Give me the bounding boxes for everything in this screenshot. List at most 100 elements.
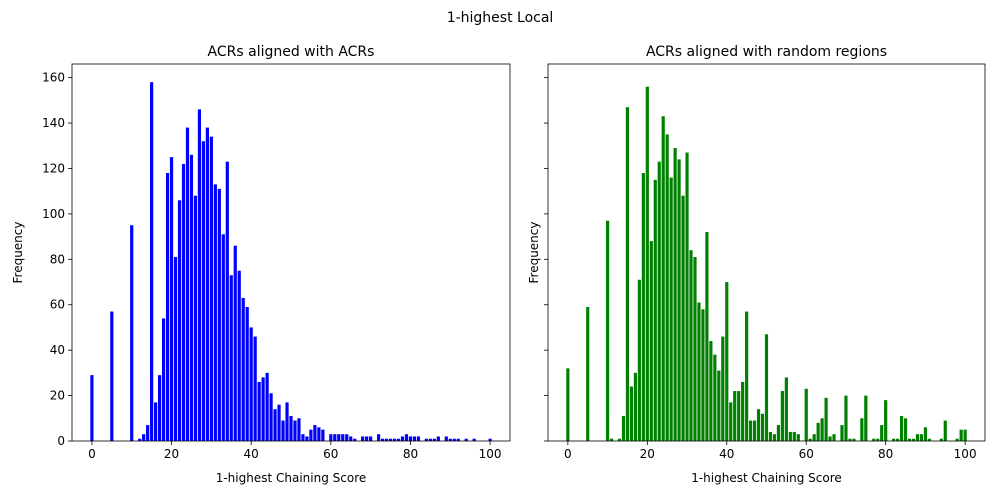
bar — [380, 438, 385, 441]
bar — [633, 372, 637, 441]
bar — [884, 400, 888, 441]
y-tick-label: 40 — [50, 343, 65, 357]
y-tick-label: 60 — [50, 298, 65, 312]
bar — [776, 425, 781, 441]
x-tick-label: 60 — [323, 447, 338, 461]
bar — [840, 425, 844, 441]
bar — [915, 434, 920, 441]
bar — [138, 438, 142, 441]
bar — [792, 431, 796, 441]
x-tick-label: 100 — [954, 447, 977, 461]
bar — [384, 438, 389, 441]
bar — [653, 179, 657, 441]
bar — [689, 250, 693, 441]
bar — [261, 377, 265, 441]
bar — [396, 438, 401, 441]
bar — [812, 434, 816, 441]
bar — [617, 438, 622, 441]
bar — [760, 413, 765, 441]
bar — [860, 418, 864, 441]
bar — [400, 436, 405, 441]
bar — [586, 307, 590, 441]
bar — [161, 318, 166, 441]
bar — [896, 438, 900, 441]
bar — [673, 148, 677, 441]
bar — [681, 195, 685, 441]
bar — [412, 436, 417, 441]
bar — [245, 307, 249, 441]
bar — [911, 438, 916, 441]
x-tick-label: 20 — [164, 447, 179, 461]
bar — [361, 436, 365, 441]
bar — [345, 434, 349, 441]
bar — [713, 354, 717, 441]
bar — [273, 409, 277, 441]
bar — [685, 152, 689, 441]
y-tick-label: 100 — [42, 207, 65, 221]
bar — [110, 311, 114, 441]
bar — [229, 275, 233, 441]
bar — [625, 107, 630, 442]
bar — [205, 127, 209, 441]
bar — [297, 418, 301, 441]
bar — [333, 434, 337, 441]
right-chart: 0 20 40 60 80 100 ACRs aligned with random reg… — [527, 44, 986, 485]
bar — [629, 386, 634, 441]
bar — [165, 173, 170, 441]
x-tick-label: 20 — [640, 447, 655, 461]
bar — [892, 438, 896, 441]
bar — [169, 157, 174, 442]
bar — [197, 109, 202, 442]
bar — [733, 391, 737, 441]
bar — [677, 159, 681, 441]
y-axis-label: Frequency — [527, 222, 541, 284]
bar — [752, 420, 757, 441]
bar — [253, 336, 257, 441]
bar — [90, 375, 94, 441]
bar — [142, 434, 146, 441]
bar — [844, 395, 848, 441]
y-tick-label: 140 — [42, 116, 65, 130]
axes-frame — [71, 63, 511, 442]
bar — [955, 438, 959, 441]
y-tick-label: 120 — [42, 161, 65, 175]
bar — [697, 302, 701, 441]
bar — [693, 257, 697, 441]
bar — [217, 188, 221, 441]
bar — [349, 436, 353, 441]
bar — [321, 429, 325, 441]
bar — [436, 436, 440, 441]
axes-frame — [547, 63, 986, 442]
left-chart: 0 20 40 60 80 100 0 20 40 60 80 100 120 140 160 ACRs al… — [11, 44, 511, 485]
bar — [353, 438, 357, 441]
bar — [452, 438, 456, 441]
bar — [749, 420, 753, 441]
bar — [237, 270, 241, 441]
bar — [293, 420, 297, 441]
bar — [903, 418, 908, 441]
bar — [621, 416, 626, 441]
chart-title: ACRs aligned with ACRs — [208, 44, 375, 60]
bar — [201, 141, 205, 441]
bar — [241, 297, 245, 441]
x-axis-label: 1-highest Chaining Score — [216, 471, 367, 485]
bar — [641, 173, 645, 441]
bar — [225, 161, 229, 441]
x-tick-label: 80 — [403, 447, 418, 461]
bar — [158, 375, 162, 441]
bar — [923, 427, 927, 441]
x-tick-label: 0 — [564, 447, 572, 461]
bar — [181, 163, 186, 441]
bar — [737, 391, 741, 441]
bar — [756, 409, 761, 441]
bar — [880, 425, 884, 441]
bar — [464, 438, 468, 441]
bar — [828, 436, 832, 441]
bar — [257, 381, 261, 441]
bar — [820, 418, 824, 441]
y-tick-label: 20 — [50, 389, 65, 403]
y-tick-label: 0 — [57, 434, 65, 448]
x-axis-label: 1-highest Chaining Score — [691, 471, 842, 485]
bar — [772, 434, 777, 441]
